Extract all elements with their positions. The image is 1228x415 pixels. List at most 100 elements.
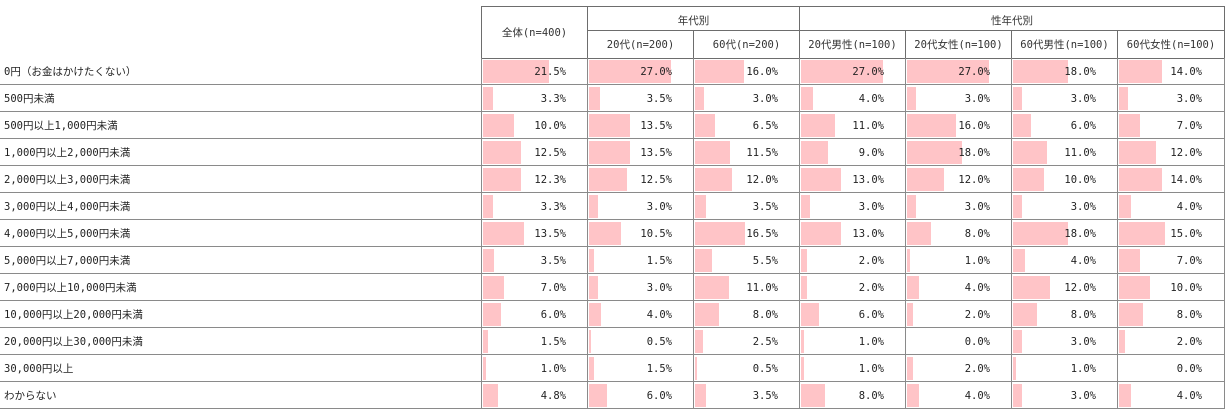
- value-bar: [1119, 222, 1165, 245]
- value-bar: [1013, 357, 1017, 380]
- row-label: 7,000円以上10,000円未満: [4, 282, 137, 294]
- value-label: 3.5%: [752, 201, 778, 213]
- value-bar: [695, 114, 715, 137]
- value-label: 9.0%: [858, 147, 884, 159]
- value-bar: [589, 249, 594, 272]
- value-bar: [695, 168, 732, 191]
- value-label: 6.0%: [858, 309, 884, 321]
- value-bar: [1013, 141, 1047, 164]
- value-label: 16.5%: [746, 228, 778, 240]
- value-bar: [801, 168, 841, 191]
- column-header: 60代(n=200): [693, 30, 800, 59]
- value-label: 1.5%: [646, 363, 672, 375]
- value-label: 10.0%: [534, 120, 566, 132]
- value-bar: [589, 303, 602, 326]
- value-bar: [589, 276, 599, 299]
- value-label: 3.0%: [1070, 390, 1096, 402]
- row-label: 2,000円以上3,000円未満: [4, 174, 131, 186]
- value-label: 1.0%: [858, 363, 884, 375]
- value-label: 4.0%: [646, 309, 672, 321]
- row-divider: [0, 84, 1224, 85]
- value-label: 7.0%: [540, 282, 566, 294]
- value-bar: [907, 141, 962, 164]
- value-bar: [483, 222, 525, 245]
- value-label: 18.0%: [1064, 228, 1096, 240]
- value-label: 8.0%: [964, 228, 990, 240]
- group-header: 年代別: [587, 6, 800, 31]
- value-label: 3.0%: [646, 282, 672, 294]
- value-bar: [1013, 276, 1050, 299]
- row-divider: [0, 408, 1224, 409]
- value-bar: [483, 114, 514, 137]
- column-divider: [905, 58, 906, 409]
- value-label: 16.0%: [958, 120, 990, 132]
- value-label: 15.0%: [1170, 228, 1202, 240]
- value-label: 21.5%: [534, 66, 566, 78]
- value-label: 3.0%: [964, 93, 990, 105]
- value-bar: [801, 222, 841, 245]
- value-label: 10.5%: [640, 228, 672, 240]
- value-label: 14.0%: [1170, 66, 1202, 78]
- value-label: 16.0%: [746, 66, 778, 78]
- value-bar: [1119, 303, 1144, 326]
- value-bar: [801, 357, 805, 380]
- column-divider: [1117, 58, 1118, 409]
- value-bar: [483, 195, 494, 218]
- value-bar: [483, 60, 549, 83]
- value-bar: [907, 87, 917, 110]
- value-bar: [589, 384, 608, 407]
- value-bar: [907, 276, 920, 299]
- value-label: 3.3%: [540, 201, 566, 213]
- value-bar: [483, 249, 494, 272]
- value-label: 2.0%: [858, 282, 884, 294]
- value-label: 2.0%: [1176, 336, 1202, 348]
- row-divider: [0, 111, 1224, 112]
- value-bar: [589, 87, 600, 110]
- value-label: 6.5%: [752, 120, 778, 132]
- row-label: 500円以上1,000円未満: [4, 120, 118, 132]
- value-label: 11.0%: [852, 120, 884, 132]
- column-divider: [1011, 58, 1012, 409]
- column-header: 20代女性(n=100): [905, 30, 1012, 59]
- row-divider: [0, 381, 1224, 382]
- column-divider: [587, 58, 588, 409]
- value-bar: [1119, 114, 1141, 137]
- value-bar: [1013, 249, 1026, 272]
- row-label: 10,000円以上20,000円未満: [4, 309, 143, 321]
- value-bar: [907, 249, 911, 272]
- value-bar: [589, 357, 594, 380]
- value-label: 7.0%: [1176, 255, 1202, 267]
- row-divider: [0, 354, 1224, 355]
- value-label: 8.0%: [858, 390, 884, 402]
- row-label: 30,000円以上: [4, 363, 74, 375]
- row-label: 0円（お金はかけたくない）: [4, 66, 137, 78]
- row-divider: [0, 165, 1224, 166]
- value-label: 3.0%: [1070, 201, 1096, 213]
- value-label: 1.0%: [540, 363, 566, 375]
- value-bar: [483, 357, 487, 380]
- value-label: 3.0%: [1176, 93, 1202, 105]
- value-bar: [907, 114, 956, 137]
- value-bar: [695, 141, 731, 164]
- value-label: 8.0%: [1176, 309, 1202, 321]
- column-header: 60代女性(n=100): [1117, 30, 1225, 59]
- row-divider: [0, 192, 1224, 193]
- value-label: 11.5%: [746, 147, 778, 159]
- value-label: 3.0%: [858, 201, 884, 213]
- value-bar: [695, 195, 706, 218]
- value-label: 10.0%: [1170, 282, 1202, 294]
- value-bar: [483, 276, 505, 299]
- value-bar: [1119, 249, 1141, 272]
- value-bar: [483, 87, 494, 110]
- value-label: 4.0%: [1176, 201, 1202, 213]
- value-label: 0.0%: [964, 336, 990, 348]
- column-header: 60代男性(n=100): [1011, 30, 1118, 59]
- value-label: 12.0%: [1170, 147, 1202, 159]
- value-label: 8.0%: [1070, 309, 1096, 321]
- value-bar: [695, 357, 697, 380]
- value-bar: [695, 330, 703, 353]
- value-bar: [589, 222, 622, 245]
- value-label: 12.0%: [1064, 282, 1096, 294]
- value-bar: [907, 195, 917, 218]
